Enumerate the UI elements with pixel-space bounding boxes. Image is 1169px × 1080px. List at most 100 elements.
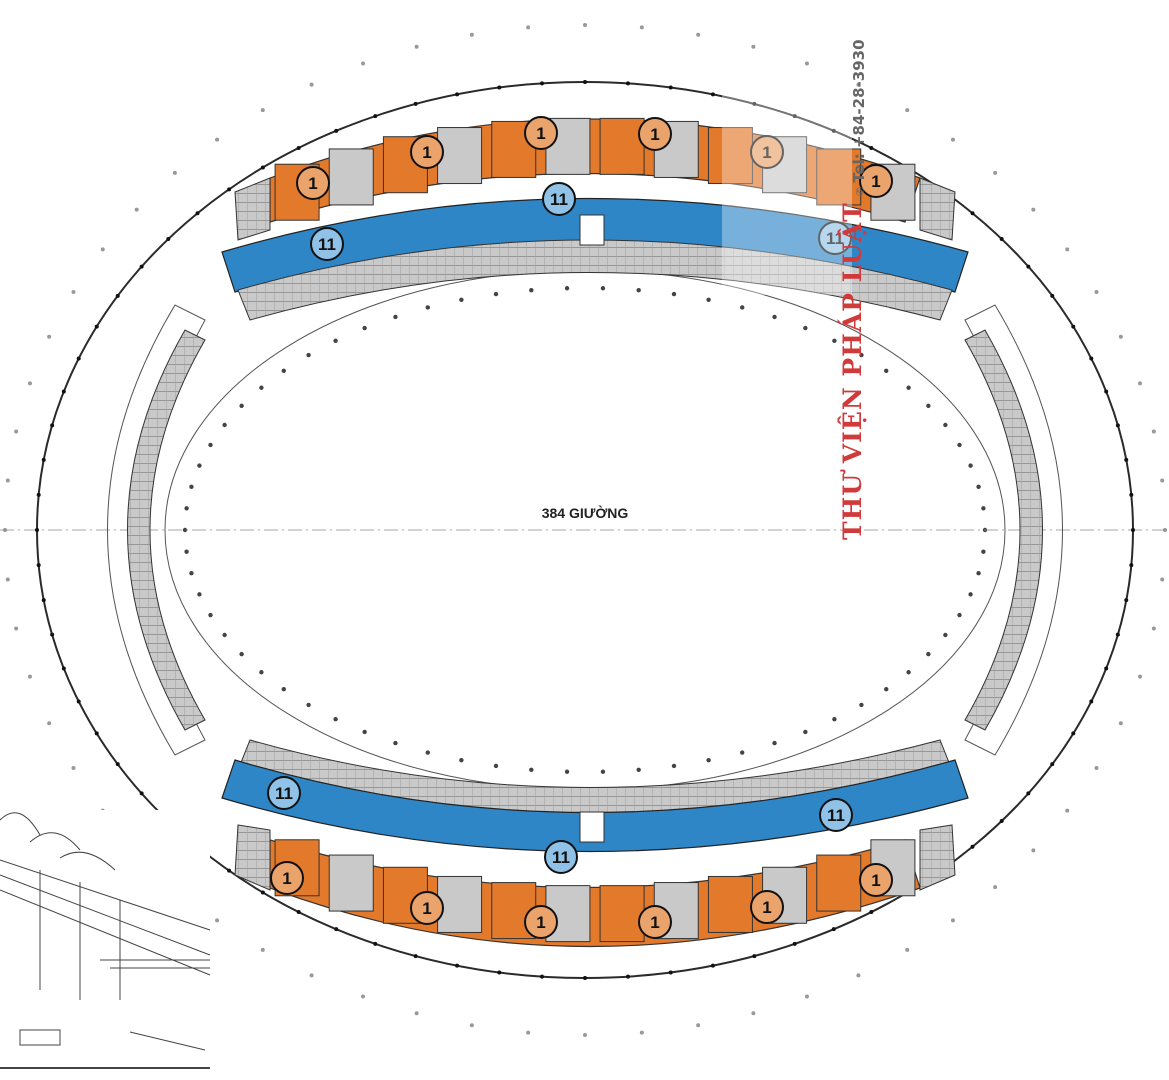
corridor-marker-label: 11	[550, 190, 568, 209]
north-stair	[579, 214, 605, 246]
grid-dot	[189, 484, 194, 489]
ellipse-tick	[869, 909, 874, 914]
grid-dot	[803, 729, 808, 735]
grid-dot	[459, 757, 464, 763]
phone-icon: ✆	[854, 186, 867, 196]
grid-dot	[993, 885, 998, 890]
ellipse-tick	[36, 563, 41, 568]
grid-dot	[1118, 721, 1123, 726]
ellipse-tick	[583, 80, 587, 84]
ellipse-tick	[373, 114, 378, 119]
grid-dot	[981, 506, 986, 511]
grid-dot	[981, 549, 986, 554]
ellipse-tick	[970, 211, 975, 216]
ellipse-tick	[831, 128, 836, 133]
grid-dot	[27, 674, 32, 679]
ellipse-tick	[115, 293, 120, 298]
corridor-marker-label: 11	[318, 235, 336, 254]
grid-dot	[804, 61, 809, 66]
grid-dot	[493, 763, 499, 769]
grid-dot	[706, 757, 711, 763]
ellipse-tick	[260, 165, 265, 170]
grid-dot	[259, 670, 264, 675]
grid-dot	[1138, 381, 1143, 386]
ellipse-tick	[625, 974, 630, 979]
grid-dot	[1138, 674, 1143, 679]
north-end-left	[234, 177, 271, 241]
grid-dot	[493, 291, 499, 297]
grid-dot	[859, 702, 864, 708]
grid-dot	[281, 687, 286, 692]
grid-dot	[526, 1030, 531, 1035]
grid-dot	[926, 403, 931, 409]
watermark-phone-label: Tel: +84-28-3930	[850, 39, 868, 183]
inpatient-marker-label: 1	[536, 913, 545, 932]
grid-dot	[696, 1023, 701, 1028]
ellipse-tick	[50, 632, 55, 637]
grid-dot	[926, 651, 931, 657]
grid-dot	[1031, 207, 1036, 212]
grid-dot	[564, 286, 570, 291]
grid-dot	[239, 651, 244, 657]
ellipse-tick	[1026, 791, 1031, 796]
ellipse-tick	[94, 324, 99, 329]
ellipse-tick	[497, 970, 502, 975]
grid-dot	[100, 247, 105, 252]
column-grid-dots	[3, 23, 1167, 1037]
inpatient-marker	[524, 905, 558, 939]
grid-dot	[976, 484, 981, 489]
corridor-marker	[310, 227, 344, 261]
inpatient-marker	[296, 166, 330, 200]
south-end-right	[919, 824, 956, 891]
grid-dot	[751, 44, 756, 49]
grid-dot	[740, 305, 745, 310]
grid-dot	[172, 170, 177, 175]
ellipse-tick	[752, 954, 757, 959]
grid-dot	[184, 506, 189, 511]
ellipse-tick	[76, 356, 81, 361]
bridge-sketch	[0, 810, 211, 1080]
grid-dot	[696, 32, 701, 37]
north-service-room	[328, 148, 374, 206]
grid-dot	[197, 592, 202, 597]
ellipse-tick	[260, 890, 265, 895]
grid-dot	[309, 82, 314, 87]
grid-dot	[306, 352, 311, 358]
grid-dot	[564, 769, 570, 774]
left-wing	[127, 329, 206, 731]
ellipse-tick	[970, 844, 975, 849]
grid-dot	[804, 994, 809, 999]
grid-dot	[906, 670, 911, 675]
grid-dot	[639, 1030, 644, 1035]
grid-dot	[943, 632, 948, 638]
grid-dot	[281, 368, 286, 373]
inpatient-marker	[750, 890, 784, 924]
grid-dot	[1065, 808, 1070, 813]
corridor-marker	[819, 798, 853, 832]
grid-dot	[71, 766, 76, 771]
grid-dot	[414, 44, 419, 49]
grid-dot	[47, 334, 52, 339]
ellipse-tick	[668, 85, 673, 90]
grid-dot	[740, 750, 745, 755]
grid-dot	[639, 25, 644, 30]
watermark-text: THƯ VIỆN PHÁP LUẬT	[838, 202, 867, 540]
ellipse-tick	[1124, 457, 1129, 462]
grid-dot	[636, 287, 641, 293]
ellipse-tick	[710, 92, 715, 97]
grid-dot	[469, 1023, 474, 1028]
grid-dot	[1160, 478, 1165, 483]
ellipse-tick	[1071, 731, 1076, 736]
grid-dot	[1160, 577, 1165, 582]
grid-dot	[832, 717, 837, 722]
inpatient-marker-label: 1	[762, 143, 771, 162]
grid-dot	[859, 352, 864, 358]
ellipse-tick	[1089, 699, 1094, 704]
south-ward-room	[816, 854, 862, 912]
grid-dot	[968, 592, 973, 597]
grid-dot	[1065, 247, 1070, 252]
grid-dot	[671, 291, 677, 297]
grid-dot	[884, 368, 889, 373]
